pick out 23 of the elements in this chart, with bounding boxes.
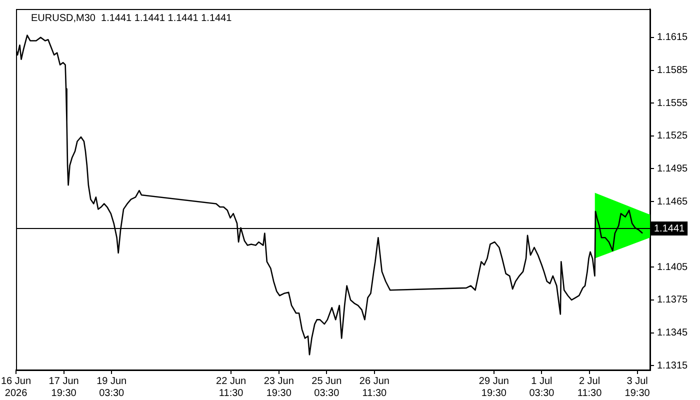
y-tick-label: 1.1345 (657, 328, 688, 339)
y-tick-label: 1.1585 (657, 65, 688, 76)
chart-title: EURUSD,M30 1.1441 1.1441 1.1441 1.1441 (31, 12, 232, 24)
x-tick-label: 26 Jun 11:30 (359, 376, 390, 399)
x-tick-label: 17 Jun 19:30 (48, 376, 79, 399)
x-tick-label: 29 Jun 19:30 (478, 376, 509, 399)
y-tick-label: 1.1525 (657, 130, 688, 142)
y-tick-label: 1.1315 (657, 360, 688, 372)
x-tick-label: 3 Jul 19:30 (624, 376, 650, 399)
y-tick-label: 1.1555 (657, 98, 688, 109)
x-tick-label: 25 Jun 03:30 (312, 376, 342, 399)
ref-line-label: 1.1441 (654, 223, 686, 234)
x-tick-label: 2 Jul 11:30 (577, 376, 602, 399)
x-tick-label: 23 Jun 19:30 (264, 376, 294, 399)
x-tick-label: 22 Jun 11:30 (216, 376, 246, 399)
y-tick-label: 1.1495 (657, 163, 688, 174)
y-tick-label: 1.1405 (657, 262, 688, 273)
x-tick-label: 1 Jul 03:30 (529, 376, 555, 399)
x-tick-label: 19 Jun 03:30 (96, 376, 127, 399)
x-tick-label: 16 Jun 2026 (0, 376, 32, 399)
y-tick-label: 1.1375 (657, 294, 688, 306)
y-tick-label: 1.1465 (657, 196, 688, 208)
y-tick-label: 1.1615 (657, 32, 688, 44)
